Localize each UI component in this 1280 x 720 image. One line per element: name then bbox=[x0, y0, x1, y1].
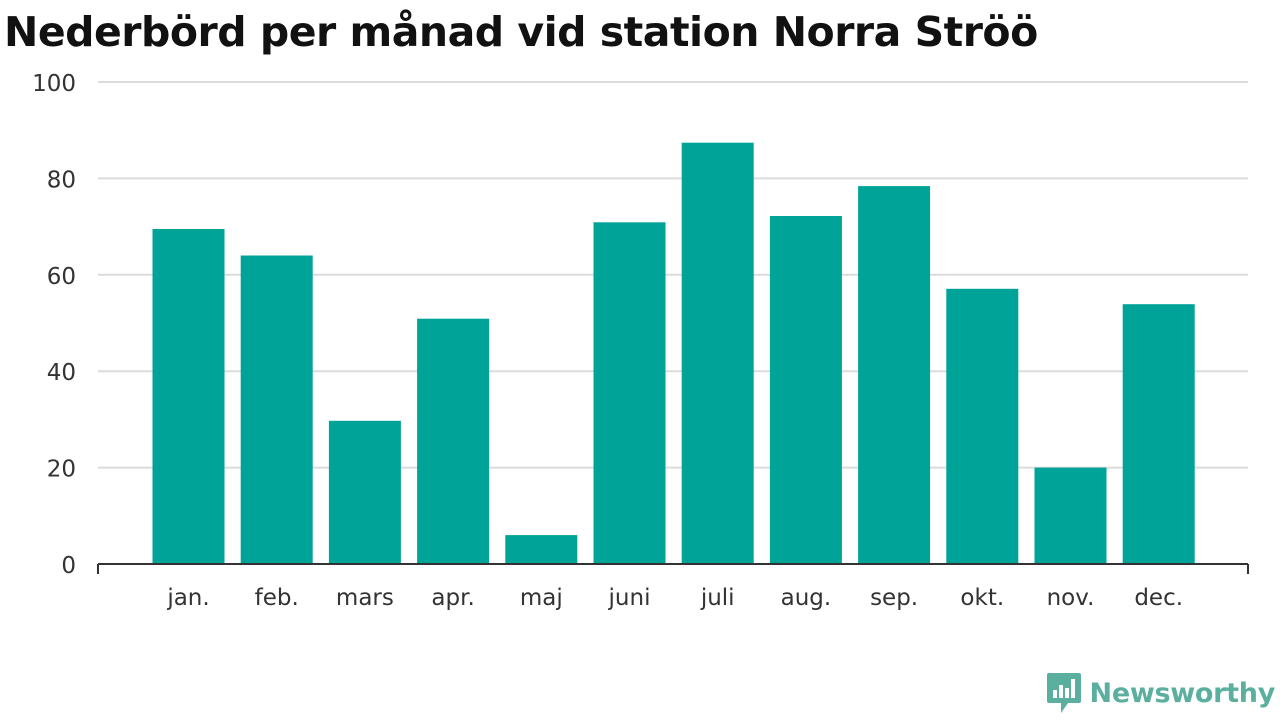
y-tick-label: 100 bbox=[32, 71, 76, 97]
x-tick-label: mars bbox=[336, 585, 394, 611]
newsworthy-logo-icon bbox=[1046, 673, 1081, 713]
bar bbox=[417, 318, 490, 564]
bar bbox=[152, 229, 225, 564]
bar bbox=[769, 216, 842, 564]
brand-name: Newsworthy bbox=[1089, 677, 1276, 709]
y-tick-label: 40 bbox=[47, 360, 76, 386]
bar bbox=[858, 186, 931, 564]
x-axis bbox=[97, 563, 1249, 574]
chart-title: Nederbörd per månad vid station Norra St… bbox=[4, 8, 1038, 56]
x-axis-ticks: jan. feb. mars apr. maj juni juli aug. sep. okt. n… bbox=[166, 585, 1183, 611]
x-tick-label: maj bbox=[520, 585, 563, 611]
bar bbox=[328, 420, 401, 564]
x-tick-label: apr. bbox=[431, 585, 474, 611]
x-tick-label: dec. bbox=[1134, 585, 1183, 611]
x-tick-label: okt. bbox=[960, 585, 1004, 611]
bar bbox=[1034, 467, 1107, 564]
bar bbox=[505, 535, 578, 564]
brand-logo: Newsworthy bbox=[1046, 671, 1275, 715]
y-tick-label: 80 bbox=[47, 167, 76, 193]
x-tick-label: feb. bbox=[255, 585, 299, 611]
x-tick-label: nov. bbox=[1047, 585, 1095, 611]
y-tick-label: 20 bbox=[47, 457, 76, 483]
bar bbox=[946, 288, 1019, 564]
x-tick-label: jan. bbox=[166, 585, 209, 611]
y-tick-label: 60 bbox=[47, 264, 76, 290]
x-tick-label: juni bbox=[608, 585, 651, 611]
x-tick-label: aug. bbox=[781, 585, 832, 611]
bar bbox=[1122, 304, 1195, 564]
bar bbox=[593, 222, 666, 565]
bar bbox=[240, 255, 313, 564]
x-tick-label: sep. bbox=[870, 585, 918, 611]
bars bbox=[152, 142, 1195, 565]
x-tick-label: juli bbox=[700, 585, 735, 611]
y-axis-ticks: 0 20 40 60 80 100 bbox=[32, 71, 76, 579]
bar bbox=[681, 142, 754, 564]
y-tick-label: 0 bbox=[61, 553, 76, 579]
